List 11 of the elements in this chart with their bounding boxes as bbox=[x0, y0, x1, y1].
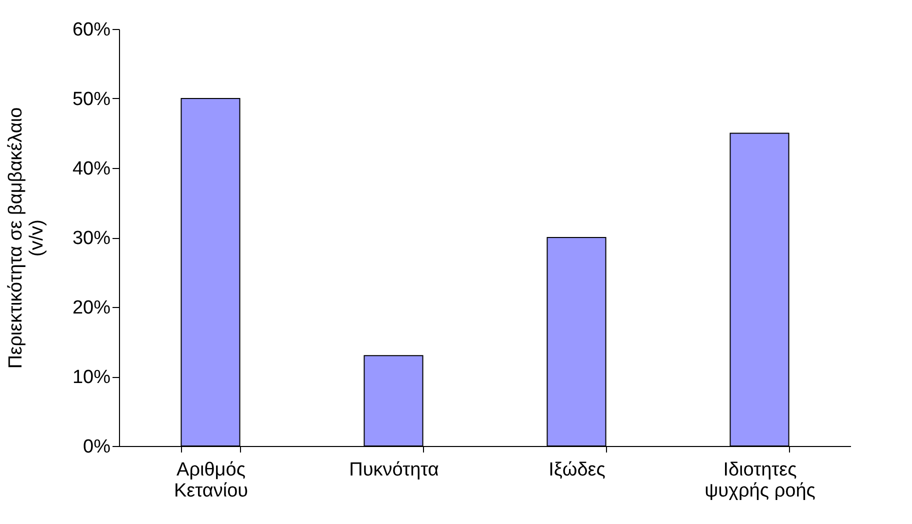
y-tick-label: 30% bbox=[72, 228, 111, 249]
y-tick-label: 10% bbox=[72, 367, 111, 388]
y-tick-label: 60% bbox=[72, 20, 111, 40]
y-axis-title: Περιεκτικότητα σε βαμβακέλαιο (v/v) bbox=[5, 107, 48, 369]
y-tick-label: 20% bbox=[72, 298, 111, 318]
x-tick-label: Πυκνότητα bbox=[349, 460, 439, 480]
x-tick-label: Ιξώδες bbox=[548, 460, 606, 480]
x-tick-label: Αριθμός Κετανίου bbox=[174, 460, 248, 502]
y-tick-label: 50% bbox=[72, 89, 111, 110]
y-tick-label: 0% bbox=[83, 436, 111, 458]
y-tick-label: 40% bbox=[72, 158, 111, 180]
